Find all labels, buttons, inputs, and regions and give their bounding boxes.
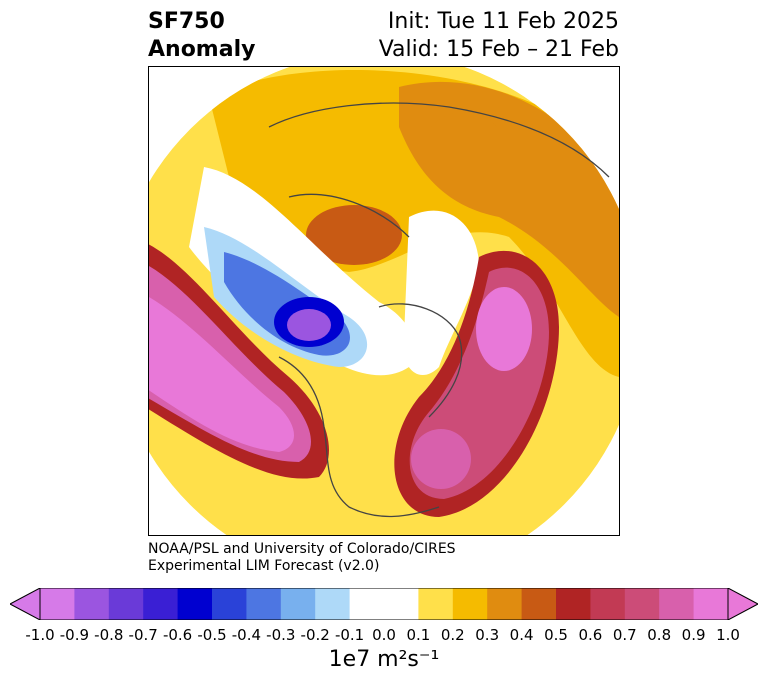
colorbar-segment <box>246 588 282 620</box>
title-right: Init: Tue 11 Feb 2025 Valid: 15 Feb – 21… <box>379 8 619 64</box>
map-panel <box>148 66 620 536</box>
credit-line: Experimental LIM Forecast (v2.0) <box>148 558 380 574</box>
colorbar-segment <box>659 588 695 620</box>
colorbar-segment <box>40 588 75 620</box>
colorbar-outline <box>39 588 729 620</box>
colorbar-tick-label: 0.0 <box>372 626 396 644</box>
coastline <box>278 356 440 518</box>
colorbar-tick-label: 0.7 <box>612 626 637 644</box>
colorbar-segment <box>74 588 110 620</box>
coastline <box>288 193 410 238</box>
colorbar-tick-label: 0.4 <box>509 626 534 644</box>
colorbar-tick-label: 0.3 <box>475 626 500 644</box>
valid-range: Valid: 15 Feb – 21 Feb <box>378 37 619 62</box>
colorbar-high-extension <box>727 588 758 620</box>
colorbar-tick-label: -0.8 <box>94 626 124 644</box>
positive-center <box>306 205 402 265</box>
colorbar-tick-label: 0.1 <box>406 626 431 644</box>
colorbar-tick-label: -0.7 <box>128 626 158 644</box>
colorbar-segment <box>212 588 247 620</box>
colorbar-tick-label: -1.0 <box>25 626 55 644</box>
field-name: Anomaly <box>148 37 256 62</box>
neutral-region <box>403 210 479 376</box>
init-date: Init: Tue 11 Feb 2025 <box>387 9 619 34</box>
coastlines <box>268 102 610 518</box>
colorbar-tick-label: 1.0 <box>716 626 740 644</box>
colorbar-units: 1e7 m²s⁻¹ <box>328 647 440 672</box>
colorbar-ticks: -1.0 -0.9 -0.8 -0.7 -0.6 -0.5 -0.4 -0.3 -0.2 -0.1… <box>0 626 768 646</box>
credit-text: NOAA/PSL and University of Colorado/CIRE… <box>148 541 456 575</box>
colorbar-tick-label: -0.1 <box>334 626 365 644</box>
colorbar-segment <box>384 588 419 620</box>
colorbar-segment <box>349 588 385 620</box>
colorbar-segment <box>556 588 591 620</box>
colorbar-segment <box>521 588 557 620</box>
colorbar-tick-label: -0.6 <box>162 626 193 644</box>
colorbar-segment <box>177 588 213 620</box>
positive-center <box>149 287 294 452</box>
colorbar-segment <box>590 588 626 620</box>
colorbar-segment <box>418 588 454 620</box>
anomaly-map <box>149 67 619 535</box>
colorbar-segment <box>315 588 351 620</box>
colorbar <box>10 588 758 620</box>
variable-name: SF750 <box>148 9 225 34</box>
colorbar-segment <box>624 588 660 620</box>
credit-line: NOAA/PSL and University of Colorado/CIRE… <box>148 541 456 557</box>
title-left: SF750 Anomaly <box>148 8 255 64</box>
colorbar-tick-label: -0.5 <box>197 626 227 644</box>
colorbar-tick-label: -0.2 <box>300 626 330 644</box>
colorbar-segment <box>693 588 729 620</box>
colorbar-tick-label: 0.2 <box>440 626 465 644</box>
colorbar-tick-label: -0.4 <box>231 626 262 644</box>
positive-band <box>424 112 504 182</box>
colorbar-tick-label: 0.9 <box>681 626 706 644</box>
coastline <box>268 102 610 178</box>
colorbar-tick-label: 0.6 <box>578 626 603 644</box>
colorbar-segment <box>108 588 144 620</box>
colorbar-low-extension <box>10 588 41 620</box>
colorbar-tick-label: -0.9 <box>59 626 90 644</box>
colorbar-segment <box>143 588 179 620</box>
colorbar-segment <box>452 588 488 620</box>
coastline <box>378 303 463 418</box>
positive-center <box>476 287 532 371</box>
colorbar-segment <box>280 588 316 620</box>
colorbar-tick-label: 0.5 <box>544 626 568 644</box>
neutral-region <box>189 167 415 376</box>
positive-center <box>411 429 471 489</box>
negative-center <box>287 309 331 341</box>
anomaly-field <box>149 67 619 535</box>
colorbar-tick-label: 0.8 <box>647 626 672 644</box>
colorbar-segment <box>487 588 523 620</box>
colorbar-tick-label: -0.3 <box>266 626 296 644</box>
